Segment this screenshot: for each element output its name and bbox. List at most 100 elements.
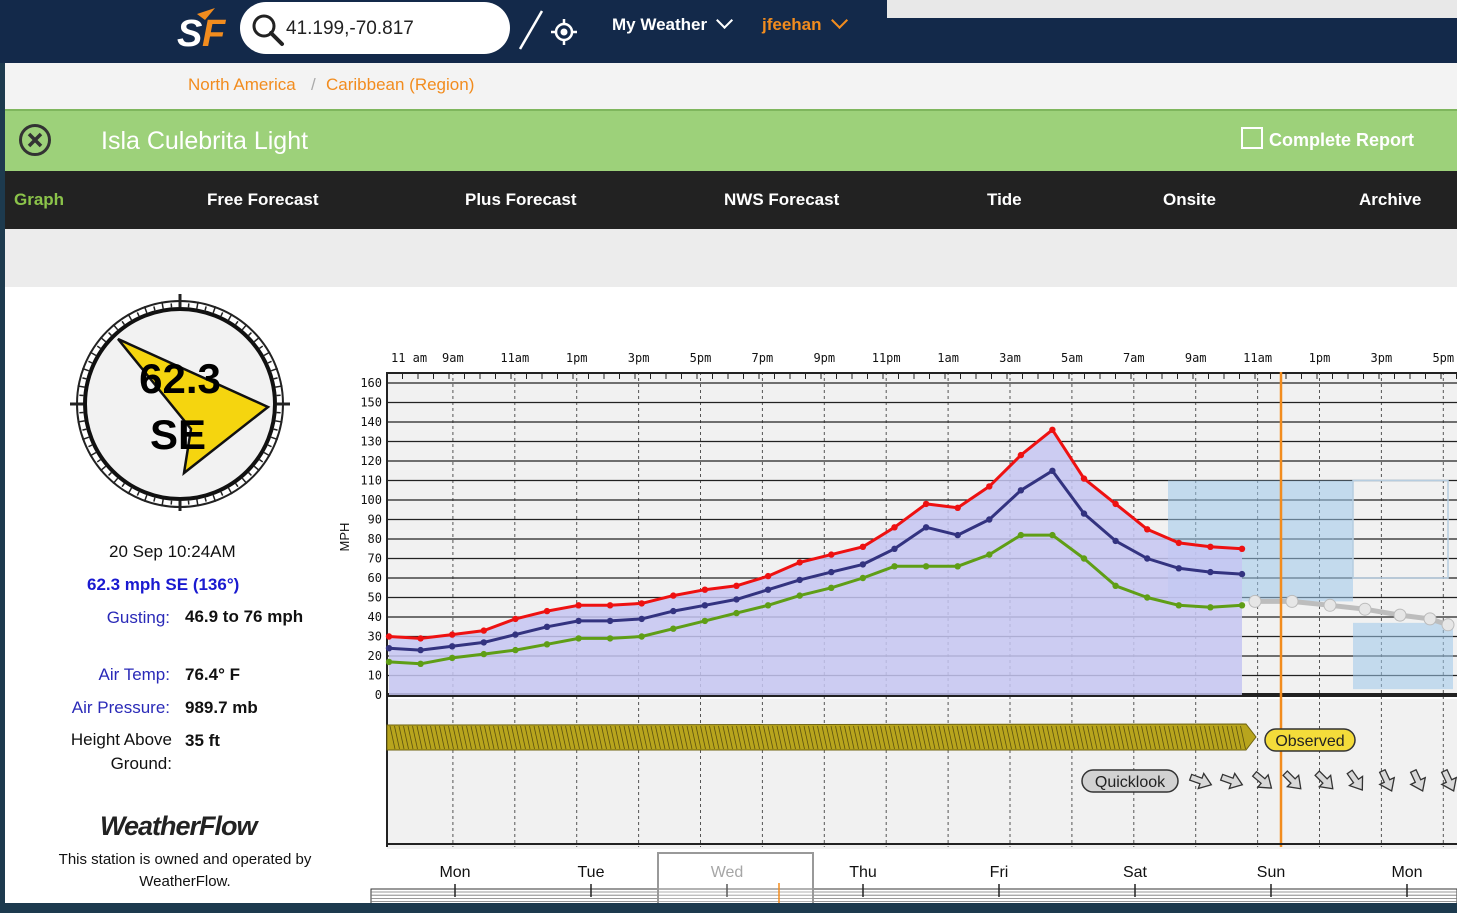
air-pressure-value: 989.7 mb xyxy=(185,698,258,717)
tab-free-forecast[interactable]: Free Forecast xyxy=(207,190,319,209)
direction-hatch xyxy=(434,725,441,750)
wind-graph[interactable]: 11 am 9am 11am 1pm 3pm 5pm 7pm 9pm 11pm 1am 3am 5am… xyxy=(330,287,1457,913)
data-point-average xyxy=(891,545,898,552)
complete-report-button[interactable]: Complete Report xyxy=(1241,127,1414,151)
direction-hatch xyxy=(812,725,819,750)
observed-label: Observed xyxy=(1275,733,1344,750)
direction-hatch xyxy=(506,725,513,750)
my-weather-menu[interactable]: My Weather xyxy=(612,11,734,35)
overview-day-label: Thu xyxy=(849,864,877,881)
direction-hatch xyxy=(713,725,720,750)
data-point-gust xyxy=(1175,539,1182,547)
data-point-gust xyxy=(543,607,551,615)
tab-plus-forecast[interactable]: Plus Forecast xyxy=(465,190,577,209)
slash-divider-icon xyxy=(518,10,544,50)
compass-tick xyxy=(196,301,199,309)
y-tick-label: 130 xyxy=(360,435,382,449)
direction-hatch xyxy=(637,725,643,750)
compass-tick xyxy=(267,360,272,364)
compass-tick xyxy=(273,428,278,431)
data-point-average xyxy=(449,643,456,650)
document-icon xyxy=(1241,127,1263,149)
data-point-average xyxy=(606,617,614,625)
compass-tick xyxy=(89,451,97,457)
tab-nws-forecast[interactable]: NWS Forecast xyxy=(724,190,840,209)
direction-hatch xyxy=(614,725,621,750)
compass-tick xyxy=(82,436,90,441)
data-point-average xyxy=(512,631,519,638)
sf-logo-icon[interactable]: S F xyxy=(175,6,233,56)
locate-me-icon[interactable] xyxy=(549,17,579,47)
location-search xyxy=(240,2,510,54)
search-input[interactable] xyxy=(284,14,498,44)
tab-tide[interactable]: Tide xyxy=(987,190,1022,209)
direction-hatch xyxy=(425,725,432,750)
direction-hatch xyxy=(871,725,877,750)
search-icon[interactable] xyxy=(250,12,286,48)
compass-tick xyxy=(273,377,278,380)
wind-chart-svg[interactable]: 11 am 9am 11am 1pm 3pm 5pm 7pm 9pm 11pm 1am 3am 5am… xyxy=(330,287,1457,913)
direction-hatch xyxy=(929,725,936,750)
time-tick-label: 11am xyxy=(1243,351,1272,365)
direction-hatch xyxy=(857,725,864,750)
direction-hatch xyxy=(821,725,828,750)
direction-hatch xyxy=(1118,725,1125,750)
top-right-strip xyxy=(887,0,1457,18)
direction-hatch xyxy=(587,725,594,750)
data-point-average xyxy=(1144,555,1151,562)
direction-hatch xyxy=(1150,725,1156,750)
overview-day-label: Fri xyxy=(990,864,1009,881)
breadcrumb-north-america[interactable]: North America xyxy=(188,75,296,94)
direction-hatch xyxy=(1177,725,1183,750)
direction-hatch xyxy=(749,725,756,750)
data-point-lull xyxy=(449,654,456,662)
tab-graph[interactable]: Graph xyxy=(14,190,65,209)
direction-hatch xyxy=(578,725,585,750)
compass-tick xyxy=(88,444,93,448)
compass-tick xyxy=(263,451,271,457)
compass-tick xyxy=(227,313,233,321)
direction-hatch xyxy=(560,725,567,750)
compass-tick xyxy=(121,483,125,488)
close-icon[interactable] xyxy=(18,123,52,157)
quicklook-badge xyxy=(1081,769,1179,793)
direction-hatch xyxy=(1141,725,1147,750)
direction-hatch xyxy=(1231,725,1237,750)
direction-hatch xyxy=(902,725,909,750)
direction-hatch xyxy=(943,725,949,750)
content-header-band xyxy=(5,229,1457,287)
series-line-gust xyxy=(388,428,1243,640)
direction-hatch xyxy=(794,725,801,750)
data-point-lull xyxy=(764,602,772,609)
data-point-lull xyxy=(480,650,487,658)
direction-arrow-icon xyxy=(1251,770,1273,789)
weatherflow-logo[interactable]: WeatherFlow xyxy=(100,811,258,841)
breadcrumb-separator: / xyxy=(311,75,316,94)
direction-hatch xyxy=(1100,725,1107,750)
user-menu[interactable]: jfeehan xyxy=(762,11,848,35)
breadcrumb-caribbean[interactable]: Caribbean (Region) xyxy=(326,75,475,94)
compass-tick xyxy=(153,497,156,502)
direction-hatch xyxy=(565,725,571,750)
direction-hatch xyxy=(574,725,580,750)
direction-hatch xyxy=(785,725,792,750)
tab-archive[interactable]: Archive xyxy=(1359,190,1422,209)
time-tick-label: 9am xyxy=(1185,351,1207,365)
direction-hatch xyxy=(736,725,742,750)
tab-onsite[interactable]: Onsite xyxy=(1163,190,1216,209)
direction-hatch xyxy=(848,725,855,750)
data-point-lull xyxy=(1238,602,1246,609)
data-point-average xyxy=(733,596,740,603)
direction-hatch xyxy=(641,725,648,750)
data-point-lull xyxy=(1112,582,1119,589)
data-point-average xyxy=(986,516,993,523)
overview-day-label: Sat xyxy=(1123,864,1148,881)
compass-tick xyxy=(127,487,133,495)
quicklook-label: Quicklook xyxy=(1095,774,1166,791)
y-tick-label: 90 xyxy=(368,513,382,527)
direction-hatch xyxy=(1168,725,1174,750)
data-point-lull xyxy=(606,635,614,642)
compass-tick xyxy=(275,385,283,388)
compass-tick xyxy=(82,428,87,431)
data-point-gust xyxy=(512,615,519,623)
